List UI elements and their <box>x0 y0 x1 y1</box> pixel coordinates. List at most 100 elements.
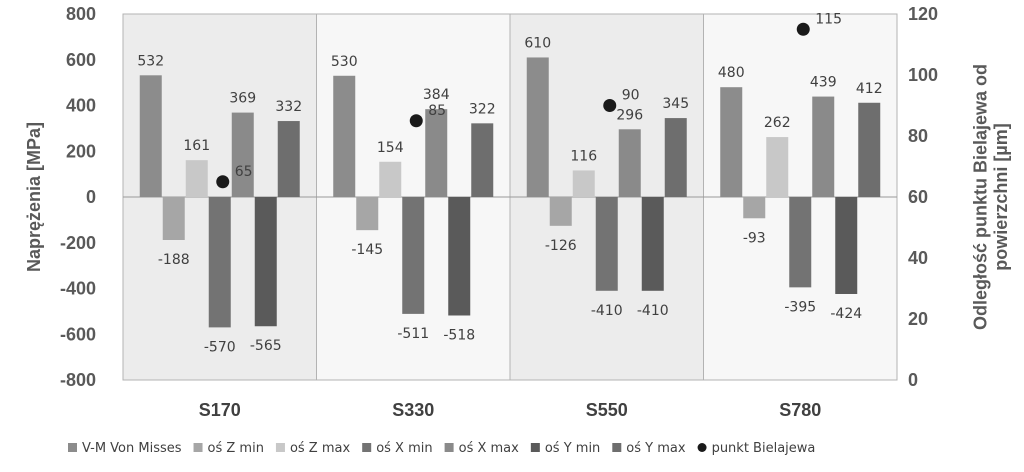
bars: 532 -188 161 -570 369 -565 332 530 -145 154 -511 38… <box>137 35 882 355</box>
y-tick-label: -200 <box>60 233 96 253</box>
y-tick-label: 200 <box>66 141 96 161</box>
bar <box>208 197 231 328</box>
legend-label: oś X max <box>459 441 520 456</box>
data-label: -188 <box>158 252 190 268</box>
bar <box>254 197 277 327</box>
legend: V-M Von Misses oś Z min oś Z max oś X min oś… <box>68 441 815 456</box>
bar <box>812 96 835 197</box>
data-label: -93 <box>743 230 766 246</box>
y2-axis-title: Odległość punktu Bielajewa odpowierzchni… <box>970 64 1011 330</box>
y2-tick-label: 60 <box>908 187 928 207</box>
bar <box>789 197 812 288</box>
data-label: 116 <box>570 148 597 164</box>
y2-tick-label: 100 <box>908 65 938 85</box>
bar <box>743 197 766 219</box>
bar <box>139 75 162 197</box>
legend-swatch <box>362 443 372 452</box>
legend-label: oś Z max <box>290 441 351 456</box>
category-label: S170 <box>199 400 241 420</box>
bar <box>277 121 300 197</box>
data-label: -145 <box>351 242 383 258</box>
y-tick-label: 0 <box>86 187 96 207</box>
bar <box>618 129 641 197</box>
data-label: -410 <box>637 303 669 319</box>
scatter-label: 65 <box>235 164 253 180</box>
y-tick-label: -800 <box>60 370 96 390</box>
data-label: 610 <box>524 35 551 51</box>
y-axis-left: -800 -600 -400 -200 0 200 400 600 800 <box>60 4 96 390</box>
legend-swatch <box>612 443 622 452</box>
legend-swatch <box>444 443 454 452</box>
data-label: -395 <box>784 299 816 315</box>
legend-marker <box>697 443 707 452</box>
scatter-label: 115 <box>815 11 842 27</box>
bar <box>356 197 379 231</box>
y2-tick-label: 40 <box>908 248 928 268</box>
y-tick-label: 800 <box>66 4 96 24</box>
legend-swatch <box>193 443 203 452</box>
data-label: -126 <box>545 238 577 254</box>
data-label: 296 <box>616 107 643 123</box>
data-label: 530 <box>331 54 358 70</box>
bar <box>549 197 572 226</box>
bar <box>448 197 471 316</box>
bar <box>641 197 664 291</box>
y-axis-right: 0 20 40 60 80 100 120 <box>908 4 938 390</box>
scatter-point <box>603 99 617 112</box>
data-label: 154 <box>377 140 404 156</box>
scatter-point <box>796 22 810 36</box>
legend-label: oś Y min <box>545 441 600 456</box>
scatter-label: 85 <box>428 103 446 119</box>
legend-label: oś Z min <box>208 441 264 456</box>
category-label: S780 <box>779 400 821 420</box>
data-label: -570 <box>204 339 236 355</box>
data-label: 369 <box>229 91 256 107</box>
y2-tick-label: 120 <box>908 4 938 24</box>
data-label: 332 <box>275 99 302 115</box>
data-label: -424 <box>830 306 862 322</box>
data-label: 262 <box>764 115 791 131</box>
scatter-points: 65 85 90 115 <box>216 11 842 189</box>
bar <box>471 123 494 197</box>
data-label: 412 <box>856 81 883 97</box>
scatter-point <box>409 114 423 128</box>
bar <box>720 87 743 197</box>
scatter-point <box>216 175 230 189</box>
legend-label: oś X min <box>376 441 432 456</box>
scatter-label: 90 <box>622 88 640 104</box>
y2-tick-label: 80 <box>908 126 928 146</box>
bar <box>231 112 254 197</box>
legend-label: oś Y max <box>626 441 686 456</box>
data-label: 480 <box>718 65 745 81</box>
bar <box>572 170 595 197</box>
y2-tick-label: 0 <box>908 370 918 390</box>
data-label: 532 <box>137 53 164 69</box>
bar <box>595 197 618 291</box>
y2-axis-title-line: powierzchni [µm] <box>991 123 1011 270</box>
legend-label: V-M Von Misses <box>82 441 182 456</box>
legend-swatch <box>275 443 285 452</box>
bar <box>333 75 356 197</box>
bar <box>766 137 789 197</box>
data-label: -565 <box>250 338 282 354</box>
category-label: S330 <box>392 400 434 420</box>
bar <box>425 109 448 197</box>
y-axis-title: Naprężenia [MPa] <box>24 122 44 272</box>
y-tick-label: -600 <box>60 324 96 344</box>
bar <box>664 118 687 197</box>
y-tick-label: 600 <box>66 50 96 70</box>
bar <box>162 197 185 241</box>
bar <box>526 57 549 198</box>
data-label: -410 <box>591 303 623 319</box>
data-label: 322 <box>469 101 496 117</box>
y-tick-label: -400 <box>60 279 96 299</box>
bar <box>185 160 208 197</box>
y2-tick-label: 20 <box>908 309 928 329</box>
legend-label: punkt Bielajewa <box>712 441 816 456</box>
data-label: -518 <box>443 327 475 343</box>
data-label: 345 <box>662 96 689 112</box>
y-tick-label: 400 <box>66 96 96 116</box>
category-labels: S170 S330 S550 S780 <box>199 400 822 420</box>
bar <box>402 197 425 314</box>
